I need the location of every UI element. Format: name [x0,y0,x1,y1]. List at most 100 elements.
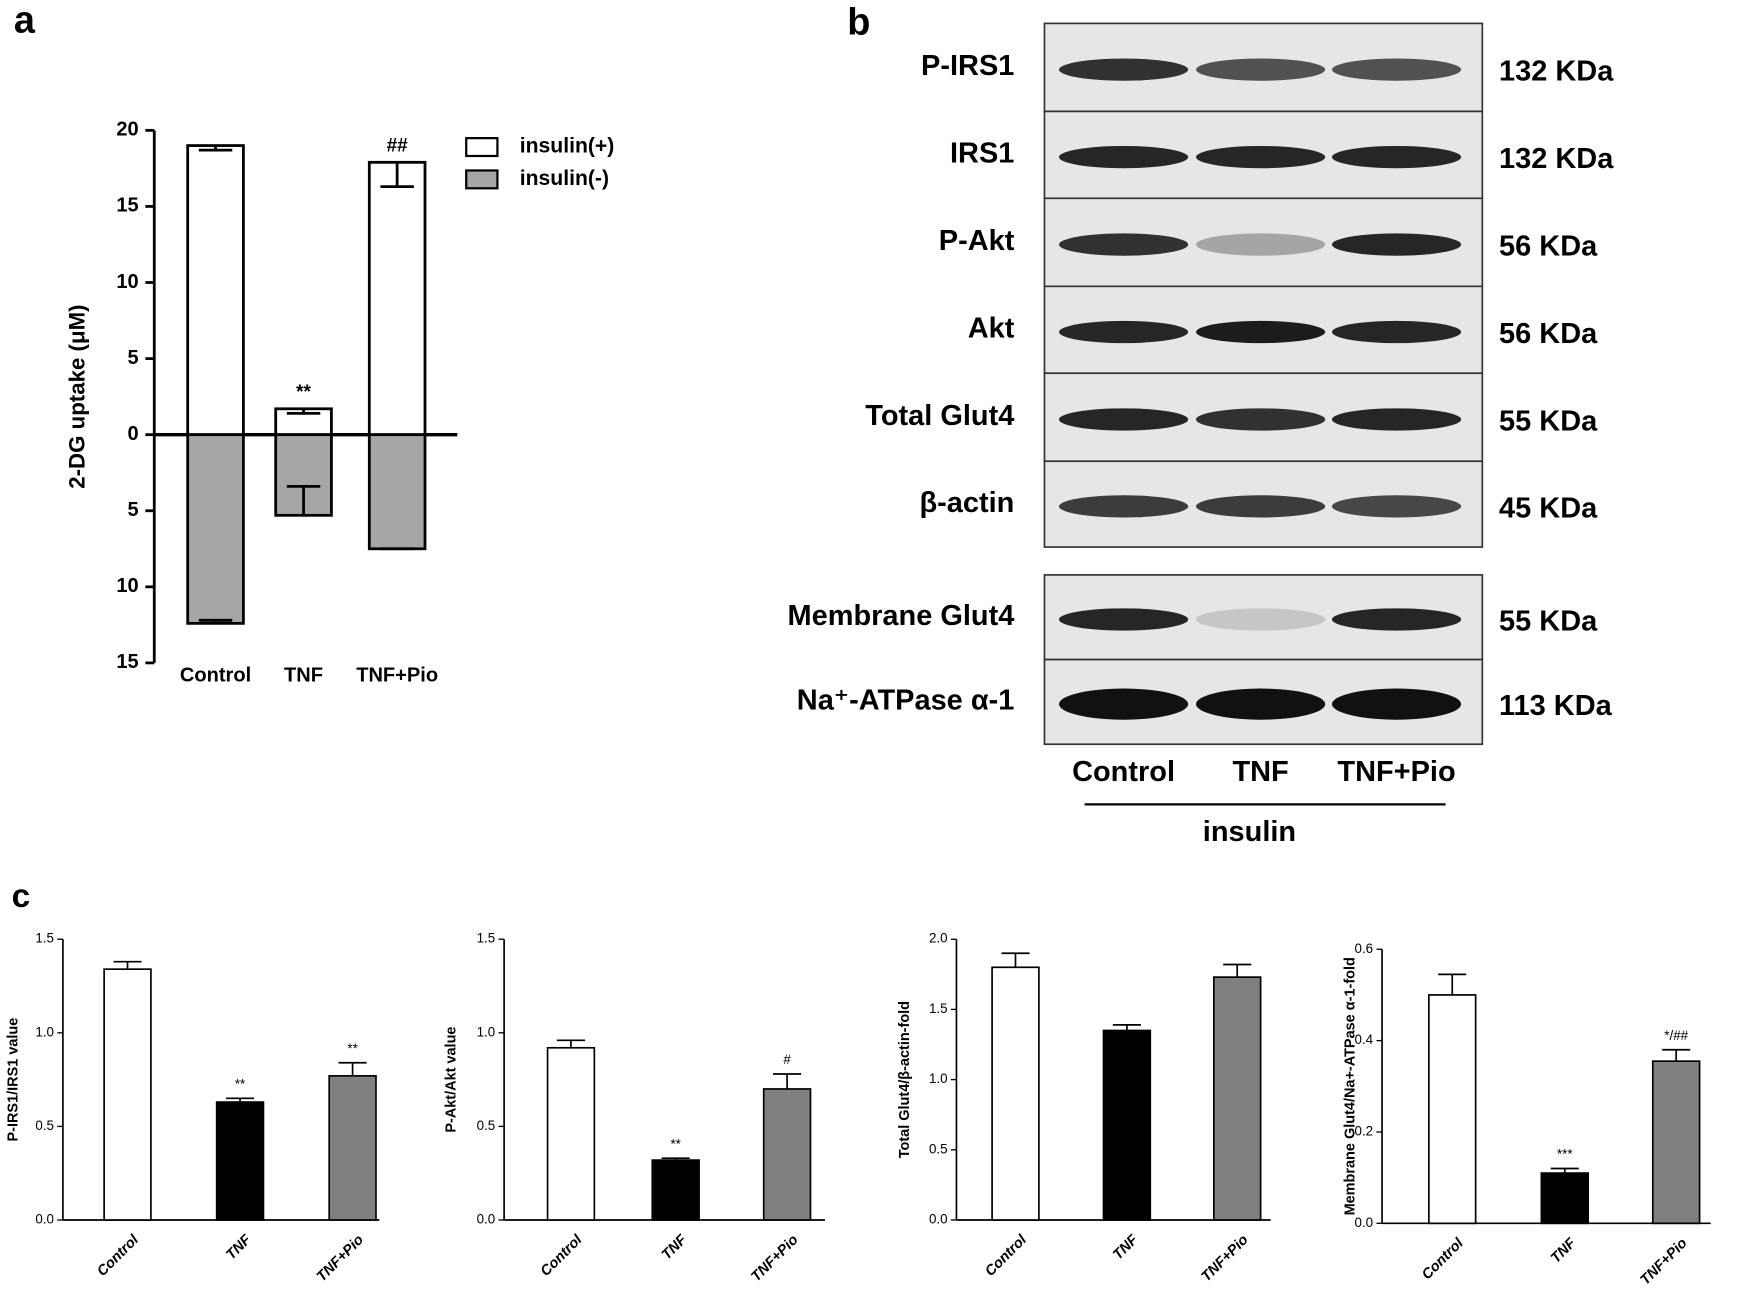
blot-size-label: 113 KDa [1499,690,1613,722]
blot-band [1195,233,1326,256]
x-tick-label: TNF+Pio [1638,1235,1691,1288]
x-tick-label: TNF+Pio [314,1232,367,1285]
y-tick-label: 5 [128,499,139,521]
blot-row-label: β-actin [919,487,1014,519]
x-tick-label: TNF [1110,1231,1142,1263]
blot-size-label: 55 KDa [1499,605,1598,637]
blot-band [1195,320,1326,344]
blot-row-label: IRS1 [950,138,1014,170]
legend-swatch [465,137,499,158]
blot-row-label: Akt [968,312,1015,344]
bar [186,144,245,437]
blot-row-label: P-IRS1 [921,50,1014,82]
legend-swatch [465,169,499,190]
blot-band [1058,408,1189,431]
error-bar [226,1097,255,1103]
bar [1540,1172,1589,1225]
x-tick-label: TNF [223,1231,255,1263]
x-tick-label: TNF [659,1231,691,1263]
blot-band [1195,145,1326,169]
y-tick-label: 0.5 [477,1118,496,1133]
x-tick-label: Control [538,1231,586,1279]
y-tick-label: 0.0 [929,1212,948,1227]
blot-band [1331,408,1462,431]
blot-band [1331,233,1462,256]
lane-label: TNF+Pio [1337,756,1455,788]
blot-size-label: 132 KDa [1499,143,1614,175]
blot-band [1195,58,1326,81]
error-bar [1001,952,1030,968]
blot-size-label: 56 KDa [1499,231,1598,263]
blot-band [1195,408,1326,431]
y-tick-label: 0.4 [1355,1032,1374,1047]
x-tick-label: Control [982,1231,1030,1279]
x-tick-label: TNF [1548,1235,1580,1267]
blot-band [1195,688,1326,720]
y-tick-label: 0.0 [1355,1215,1374,1230]
y-tick-label: 5 [128,347,139,369]
blot-row-label: Total Glut4 [865,400,1014,432]
error-bar [198,618,233,624]
error-bar [773,1073,802,1089]
error-bar [1438,973,1467,995]
x-tick-label: TNF+Pio [748,1232,801,1285]
bar [186,433,245,625]
y-tick-label: 0 [128,423,139,445]
y-tick-label: 10 [116,575,138,597]
error-bar [286,485,321,516]
bar [1212,976,1262,1221]
x-tick-label: Control [180,665,251,687]
bar [367,160,427,437]
blot-band [1058,495,1189,518]
blot-band [1331,58,1462,81]
bar [103,968,152,1221]
y-tick-label: 1.5 [477,931,496,946]
y-tick-label: 20 [116,119,138,141]
y-axis-label: Membrane Glut4/Na+-ATPase α-1-fold [1343,957,1359,1215]
blot-row-label: Na⁺-ATPase α-1 [797,685,1015,717]
significance-label: # [783,1052,791,1067]
y-tick-label: 0.5 [929,1141,948,1156]
error-bar [380,162,414,189]
panel-label: c [12,878,31,915]
y-tick-label: 1.5 [35,931,54,946]
y-tick-label: 0.0 [477,1212,496,1227]
y-axis-label: P-IRS1/IRS1 value [6,1018,22,1142]
y-axis-label: Total Glut4/β-actin-fold [897,1001,913,1158]
bar [328,1075,377,1221]
bar [1428,994,1477,1225]
y-tick-label: 0.2 [1355,1123,1374,1138]
blot-band [1331,495,1462,518]
x-tick-label: Control [94,1231,142,1279]
error-bar [198,145,233,152]
y-tick-label: 1.0 [477,1024,496,1039]
bar [1651,1060,1701,1225]
y-tick-label: 1.0 [35,1024,54,1039]
blot-band [1195,495,1326,518]
error-bar [661,1157,690,1161]
blot-band [1058,58,1189,81]
error-bar [113,960,142,970]
significance-label: ** [296,382,311,403]
x-tick-label: Control [1419,1235,1467,1283]
bar [762,1088,812,1221]
significance-label: ** [235,1076,245,1091]
y-axis-label: P-Akt/Akt value [444,1027,460,1133]
y-tick-label: 0.5 [35,1118,54,1133]
y-axis-label: 2-DG uptake (μM) [64,304,89,488]
blot-size-label: 132 KDa [1499,56,1614,88]
error-bar [1550,1167,1579,1174]
blot-size-label: 55 KDa [1499,405,1598,437]
y-tick-label: 0.6 [1355,941,1374,956]
blot-band [1331,320,1462,344]
bar [215,1101,265,1221]
y-tick-label: 15 [116,195,138,217]
blot-size-label: 56 KDa [1499,318,1598,350]
significance-label: ## [387,136,409,157]
bar [546,1046,596,1221]
error-bar [1662,1048,1691,1062]
significance-label: *** [1557,1147,1573,1162]
significance-label: ** [670,1136,680,1151]
x-tick-label: TNF+Pio [1199,1232,1252,1285]
